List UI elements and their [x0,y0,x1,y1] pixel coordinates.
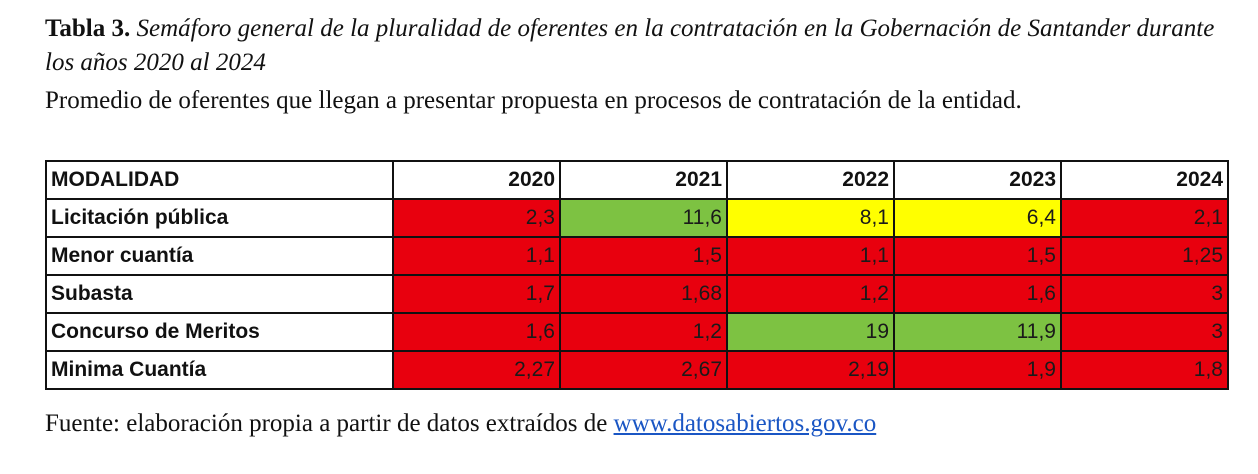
column-header: 2021 [559,160,728,200]
caption-label: Tabla 3. [45,15,131,42]
cell: 3 [1060,274,1229,314]
subtitle: Promedio de oferentes que llegan a prese… [45,87,1022,114]
table-row: Menor cuantía 1,1 1,5 1,1 1,5 1,25 [45,236,1229,276]
footer: Fuente: elaboración propia a partir de d… [45,407,876,441]
cell: 1,1 [392,236,561,276]
table-row: Minima Cuantía 2,27 2,67 2,19 1,9 1,8 [45,350,1229,390]
cell: 6,4 [893,198,1062,238]
row-label: Subasta [45,274,394,314]
cell: 1,5 [559,236,728,276]
caption: Tabla 3. Semáforo general de la pluralid… [45,12,1225,80]
cell: 11,6 [559,198,728,238]
cell: 1,6 [893,274,1062,314]
source-link[interactable]: www.datosabiertos.gov.co [613,410,877,437]
cell: 1,6 [392,312,561,352]
cell: 1,25 [1060,236,1229,276]
cell: 19 [726,312,895,352]
row-label: Minima Cuantía [45,350,394,390]
cell: 1,2 [726,274,895,314]
cell: 1,7 [392,274,561,314]
column-header: 2022 [726,160,895,200]
row-label: Concurso de Meritos [45,312,394,352]
row-label: Menor cuantía [45,236,394,276]
column-header: 2023 [893,160,1062,200]
cell: 8,1 [726,198,895,238]
cell: 1,8 [1060,350,1229,390]
table-row: Licitación pública 2,3 11,6 8,1 6,4 2,1 [45,198,1229,238]
cell: 1,5 [893,236,1062,276]
cell: 3 [1060,312,1229,352]
cell: 2,67 [559,350,728,390]
cell: 2,3 [392,198,561,238]
cell: 1,2 [559,312,728,352]
cell: 2,19 [726,350,895,390]
caption-title: Semáforo general de la pluralidad de ofe… [45,15,1215,76]
column-header: 2020 [392,160,561,200]
table-row: Subasta 1,7 1,68 1,2 1,6 3 [45,274,1229,314]
table: MODALIDAD 2020 2021 2022 2023 2024 Licitación … [45,160,1229,390]
column-header: 2024 [1060,160,1229,200]
footer-text: Fuente: elaboración propia a partir de d… [45,410,608,437]
cell: 1,68 [559,274,728,314]
cell: 1,9 [893,350,1062,390]
cell: 2,1 [1060,198,1229,238]
table-row: Concurso de Meritos 1,6 1,2 19 11,9 3 [45,312,1229,352]
column-header: MODALIDAD [45,160,394,200]
row-label: Licitación pública [45,198,394,238]
cell: 1,1 [726,236,895,276]
cell: 11,9 [893,312,1062,352]
cell: 2,27 [392,350,561,390]
header-row: MODALIDAD 2020 2021 2022 2023 2024 [45,160,1229,200]
